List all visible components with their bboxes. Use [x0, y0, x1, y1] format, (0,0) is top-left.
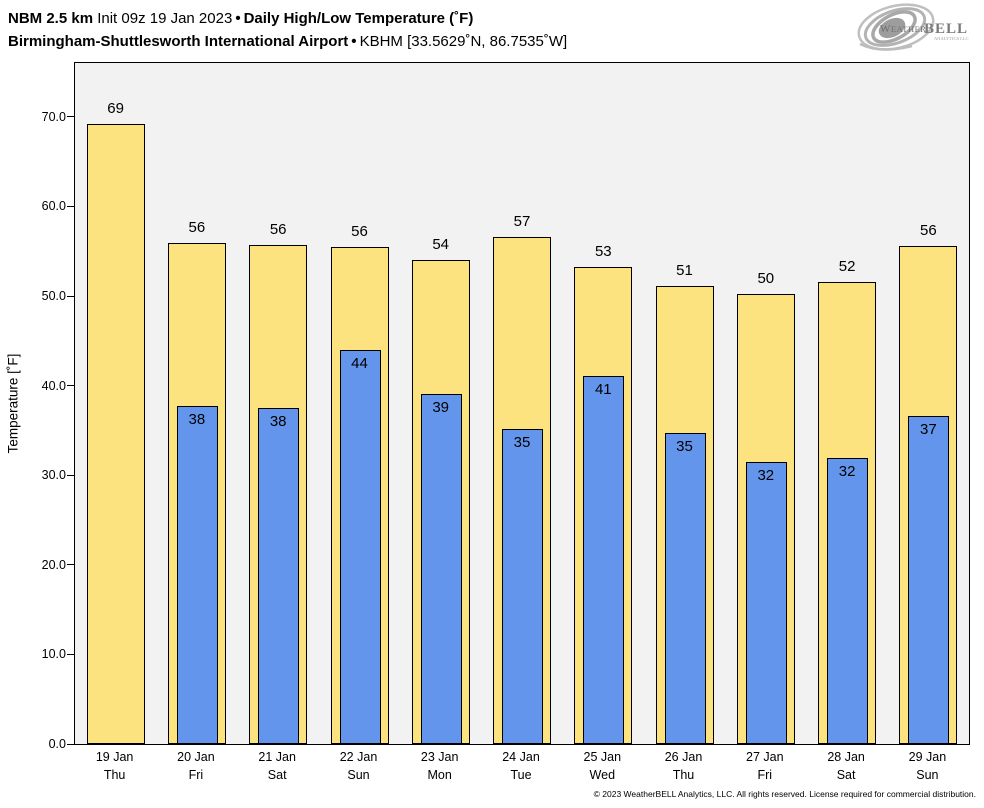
y-tick-label: 30.0 [41, 468, 66, 483]
bar-low-label: 35 [676, 438, 693, 456]
x-tick-weekday: Sun [347, 768, 370, 782]
bar-high-label: 50 [757, 270, 775, 288]
bar-high-label: 51 [676, 262, 693, 280]
product-name: Daily High/Low Temperature (˚F) [243, 10, 474, 27]
y-tick-mark [67, 205, 74, 207]
x-tick-label: 21 Jan Sat [236, 748, 318, 784]
x-tick-date: 21 Jan [258, 750, 296, 764]
bar-high-label: 56 [188, 219, 206, 237]
y-axis-title: Temperature [˚F] [5, 353, 21, 454]
x-tick-label: 20 Jan Fri [155, 748, 237, 784]
x-tick-date: 23 Jan [420, 750, 459, 764]
y-tick-label: 50.0 [41, 289, 66, 303]
model-name: NBM 2.5 km [8, 10, 94, 27]
y-tick-mark [67, 743, 74, 745]
x-tick-label: 28 Jan Sat [805, 748, 887, 784]
bar-high-label: 54 [432, 236, 450, 254]
x-tick-date: 26 Jan [664, 750, 703, 764]
bar-low [339, 349, 381, 744]
bar-high [86, 123, 145, 744]
bar-low [502, 428, 543, 744]
y-tick-label: 70.0 [41, 109, 66, 124]
x-tick-weekday: Mon [427, 768, 452, 782]
y-tick-label: 0.0 [48, 737, 66, 751]
x-tick-weekday: Wed [589, 768, 616, 782]
bar-low [908, 416, 950, 744]
bar-high-label: 52 [838, 257, 856, 275]
bar-low [420, 393, 462, 744]
bar-high-label: 53 [594, 243, 612, 261]
bar-high-label: 56 [920, 221, 937, 239]
bar-low-label: 41 [594, 380, 612, 398]
x-tick-label: 29 Jan Sun [886, 748, 968, 784]
x-tick-date: 28 Jan [827, 750, 865, 764]
bar-low [664, 433, 706, 744]
station-name: Birmingham-Shuttlesworth International A… [8, 33, 349, 50]
x-tick-date: 25 Jan [583, 750, 622, 764]
bar-high-label: 56 [351, 222, 368, 240]
x-tick-weekday: Fri [188, 768, 204, 782]
logo-sub-text: ANALYTICS LLC [934, 36, 969, 41]
logo-weather-text: WEATHER [880, 23, 926, 35]
bar-low [583, 375, 625, 744]
bar-low-label: 38 [269, 413, 287, 430]
bar-low-label: 39 [432, 398, 450, 416]
station-id: KBHM [33.5629˚N, 86.7535˚W] [359, 33, 568, 50]
y-tick-label: 40.0 [41, 378, 66, 393]
x-tick-weekday: Thu [672, 768, 695, 782]
y-tick-label: 10.0 [41, 647, 66, 662]
x-tick-date: 19 Jan [95, 750, 134, 764]
x-tick-weekday: Thu [103, 768, 126, 782]
title-bullet: • [235, 10, 241, 27]
bar-low-label: 38 [188, 411, 206, 429]
x-tick-weekday: Tue [510, 768, 532, 782]
x-tick-weekday: Sat [836, 768, 856, 782]
title-line-1: NBM 2.5 km Init 09z 19 Jan 2023 • Daily Hi… [8, 7, 567, 30]
x-tick-label: 26 Jan Thu [643, 748, 725, 784]
y-tick-mark [67, 116, 74, 118]
y-tick-mark [67, 295, 74, 297]
x-tick-date: 22 Jan [339, 750, 378, 764]
bar-high-label: 57 [513, 212, 531, 230]
init-time: Init 09z 19 Jan 2023 [97, 10, 233, 27]
x-tick-label: 23 Jan Mon [399, 748, 481, 784]
logo-bell-text: BELL [924, 21, 968, 37]
copyright-text: © 2023 WeatherBELL Analytics, LLC. All r… [593, 789, 976, 799]
y-tick-mark [67, 385, 74, 387]
x-tick-date: 20 Jan [177, 750, 215, 764]
x-tick-label: 22 Jan Sun [318, 748, 400, 784]
bar-low [827, 458, 869, 744]
x-tick-label: 27 Jan Fri [724, 748, 806, 784]
x-tick-weekday: Sun [916, 768, 939, 782]
y-tick-mark [67, 474, 74, 476]
y-tick-label: 60.0 [41, 199, 66, 214]
bar-low [258, 408, 300, 744]
bar-low-label: 35 [513, 433, 531, 451]
bar-high-label: 69 [107, 99, 124, 117]
y-tick-label: 20.0 [41, 557, 66, 572]
bar-low-label: 32 [838, 463, 856, 481]
bar-high-label: 56 [269, 220, 287, 238]
x-tick-label: 19 Jan Thu [74, 748, 156, 784]
y-tick-mark [67, 653, 74, 655]
x-tick-weekday: Sat [267, 768, 287, 782]
title-line-2: Birmingham-Shuttlesworth International A… [8, 30, 567, 53]
x-tick-label: 24 Jan Tue [480, 748, 562, 784]
bar-low [176, 406, 218, 744]
station-bullet: • [351, 33, 357, 50]
weatherbell-logo: WEATHER BELL ANALYTICS LLC [857, 3, 969, 51]
x-tick-date: 24 Jan [502, 750, 540, 764]
x-tick-label: 25 Jan Wed [561, 748, 643, 784]
bar-low-label: 37 [920, 421, 937, 438]
x-tick-date: 27 Jan [746, 750, 784, 764]
x-tick-date: 29 Jan [908, 750, 947, 764]
bar-low-label: 32 [757, 466, 775, 484]
page-title: NBM 2.5 km Init 09z 19 Jan 2023 • Daily Hi… [8, 7, 567, 53]
y-tick-mark [67, 564, 74, 566]
x-tick-weekday: Fri [757, 768, 773, 782]
bar-low-label: 44 [351, 354, 368, 372]
plot-area: 69 56 38 56 38 56 44 54 39 57 35 53 41 51 35 50 32 52 32 56… [74, 62, 970, 745]
bar-low [745, 461, 787, 744]
